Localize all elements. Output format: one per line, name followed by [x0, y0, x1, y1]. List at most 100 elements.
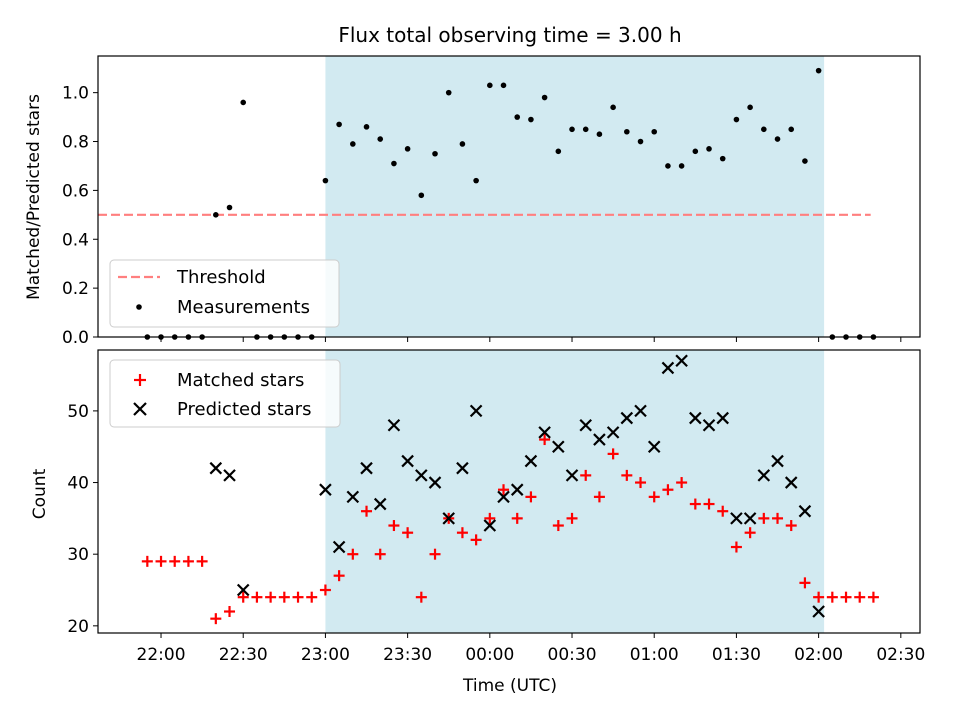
- measurement-point: [500, 82, 507, 89]
- time-x-tick-label: 02:00: [794, 645, 843, 665]
- predicted-star-point: [456, 461, 469, 475]
- measurement-point: [432, 150, 438, 157]
- measurement-point: [774, 136, 781, 142]
- predicted-star-point: [620, 411, 634, 425]
- time-x-tick-label: 00:00: [465, 645, 514, 665]
- predicted-star-point: [634, 404, 647, 418]
- matched-star-point: [772, 512, 784, 524]
- matched-star-point: [566, 512, 578, 524]
- measurement-point: [514, 114, 521, 120]
- matched-star-point: [347, 548, 359, 560]
- observing-window-shade-lower: [325, 350, 825, 633]
- matched-star-point: [196, 555, 208, 567]
- predicted-star-point: [702, 418, 716, 432]
- legend-predicted-swatch: [133, 402, 147, 416]
- measurement-point: [528, 116, 534, 123]
- matched-star-point: [470, 534, 482, 546]
- measurement-point: [391, 160, 397, 167]
- time-x-tick-label: 01:30: [712, 645, 761, 665]
- predicted-star-point: [757, 469, 771, 482]
- predicted-stars-points: [209, 354, 825, 618]
- matched-star-point: [799, 577, 811, 589]
- measurement-point: [569, 126, 575, 133]
- ratio-y-tick-label: 0.4: [62, 230, 89, 250]
- predicted-star-point: [743, 512, 757, 525]
- predicted-star-point: [798, 504, 812, 518]
- ratio-y-tick-label: 0.6: [62, 181, 89, 201]
- ratio-y-tick-label: 0.2: [62, 279, 89, 299]
- measurement-point: [665, 163, 671, 169]
- legend-matched-swatch: [134, 374, 146, 386]
- measurement-point: [240, 99, 247, 106]
- matched-star-point: [826, 591, 838, 603]
- ratio-legend-box: [109, 259, 340, 328]
- measurement-point: [610, 104, 616, 111]
- matched-star-point: [744, 527, 756, 539]
- legend-threshold-label: Threshold: [176, 267, 266, 288]
- ratio-y-label: Matched/Predicted stars: [24, 94, 44, 300]
- matched-star-point: [182, 555, 194, 567]
- predicted-star-point: [661, 361, 675, 375]
- matched-star-point: [621, 469, 633, 481]
- predicted-star-point: [812, 605, 825, 618]
- matched-star-point: [813, 591, 825, 603]
- predicted-star-point: [510, 483, 524, 496]
- matched-star-point: [237, 591, 249, 603]
- predicted-star-point: [716, 411, 729, 425]
- matched-star-point: [224, 606, 236, 618]
- matched-star-point: [169, 555, 181, 567]
- predicted-star-point: [524, 454, 538, 468]
- matched-star-point: [867, 591, 879, 603]
- matched-star-point: [402, 527, 414, 539]
- matched-star-point: [388, 520, 400, 532]
- count-legend-box: [109, 359, 341, 428]
- ratio-y-axis: 0.0 0.2 0.4 0.6 0.8 1.0: [62, 84, 98, 348]
- ratio-legend: Threshold Measurements: [109, 259, 340, 328]
- legend-matched-label: Matched stars: [177, 370, 304, 391]
- matched-star-point: [730, 541, 742, 553]
- matched-star-point: [662, 484, 674, 496]
- predicted-star-point: [223, 469, 236, 482]
- count-panel: 20 30 40 50 22:00 22:30 23:00 23:30 00:00 00:30 0…: [30, 349, 925, 696]
- legend-measurements-label: Measurements: [177, 297, 310, 318]
- legend-measurement-swatch: [136, 304, 142, 310]
- predicted-star-point: [360, 461, 373, 475]
- matched-star-point: [319, 584, 331, 596]
- predicted-star-point: [209, 461, 223, 475]
- predicted-star-point: [469, 404, 483, 418]
- time-x-tick-label: 00:30: [548, 645, 597, 665]
- measurement-point: [637, 138, 644, 145]
- matched-star-point: [676, 477, 688, 489]
- predicted-star-point: [401, 454, 414, 468]
- matched-star-point: [141, 555, 153, 567]
- count-y-tick-label: 50: [67, 402, 89, 422]
- measurement-point: [624, 128, 630, 135]
- predicted-star-point: [373, 497, 387, 511]
- predicted-star-point: [497, 490, 510, 504]
- measurement-point: [350, 141, 356, 147]
- matched-star-point: [511, 512, 523, 524]
- predicted-star-point: [784, 476, 798, 489]
- measurement-point: [226, 204, 233, 211]
- count-legend: Matched stars Predicted stars: [109, 359, 341, 428]
- matched-stars-points: [141, 434, 879, 625]
- predicted-star-point: [552, 440, 565, 453]
- measurement-point: [815, 67, 822, 74]
- count-panel-frame: [97, 349, 921, 634]
- matched-star-point: [539, 434, 551, 446]
- measurement-point: [733, 116, 740, 123]
- measurement-point: [582, 126, 589, 133]
- ratio-x-ticks: [160, 337, 902, 342]
- measurement-point: [213, 212, 219, 218]
- measurement-point: [761, 126, 767, 133]
- time-x-tick-label: 22:00: [137, 645, 186, 665]
- observing-window-shade: [325, 56, 825, 337]
- measurement-point: [692, 148, 699, 155]
- measurement-points: [144, 67, 877, 340]
- predicted-star-point: [387, 418, 401, 432]
- predicted-star-point: [415, 469, 428, 482]
- matched-star-point: [525, 491, 537, 503]
- measurement-point: [788, 126, 795, 133]
- matched-star-point: [484, 512, 496, 524]
- measurement-point: [719, 155, 726, 162]
